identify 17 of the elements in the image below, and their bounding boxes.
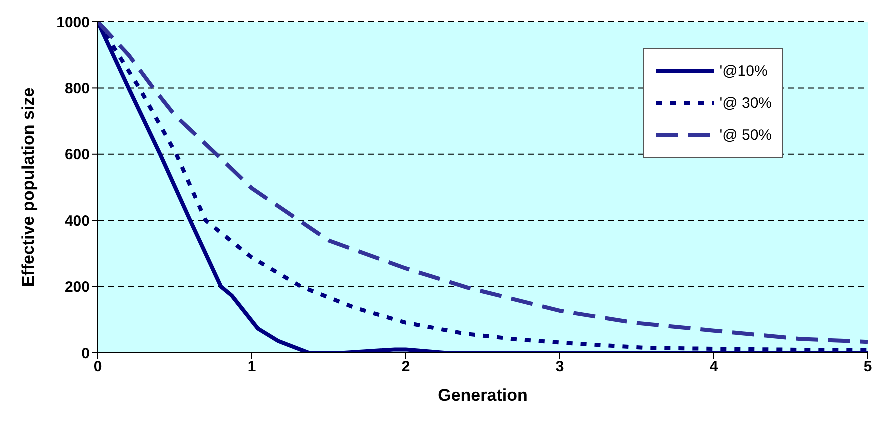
x-tick-label: 1 (248, 358, 256, 376)
legend-label: '@10% (720, 62, 768, 80)
x-tick-label: 4 (710, 358, 719, 376)
y-tick-label: 600 (64, 146, 90, 164)
legend-label: '@ 30% (720, 94, 772, 112)
x-tick-label: 2 (402, 358, 410, 376)
x-tick-label: 3 (556, 358, 564, 376)
x-tick-label: 5 (864, 358, 872, 376)
y-tick-label: 800 (64, 80, 90, 98)
y-tick-label: 400 (64, 212, 90, 230)
y-tick-label: 200 (64, 279, 90, 296)
x-axis-title: Generation (438, 386, 528, 405)
y-tick-label: 0 (82, 345, 90, 362)
x-tick-label: 0 (94, 358, 102, 376)
legend-label: '@ 50% (720, 126, 772, 144)
y-tick-label: 1000 (56, 14, 90, 32)
y-axis-title: Effective population size (19, 88, 38, 288)
